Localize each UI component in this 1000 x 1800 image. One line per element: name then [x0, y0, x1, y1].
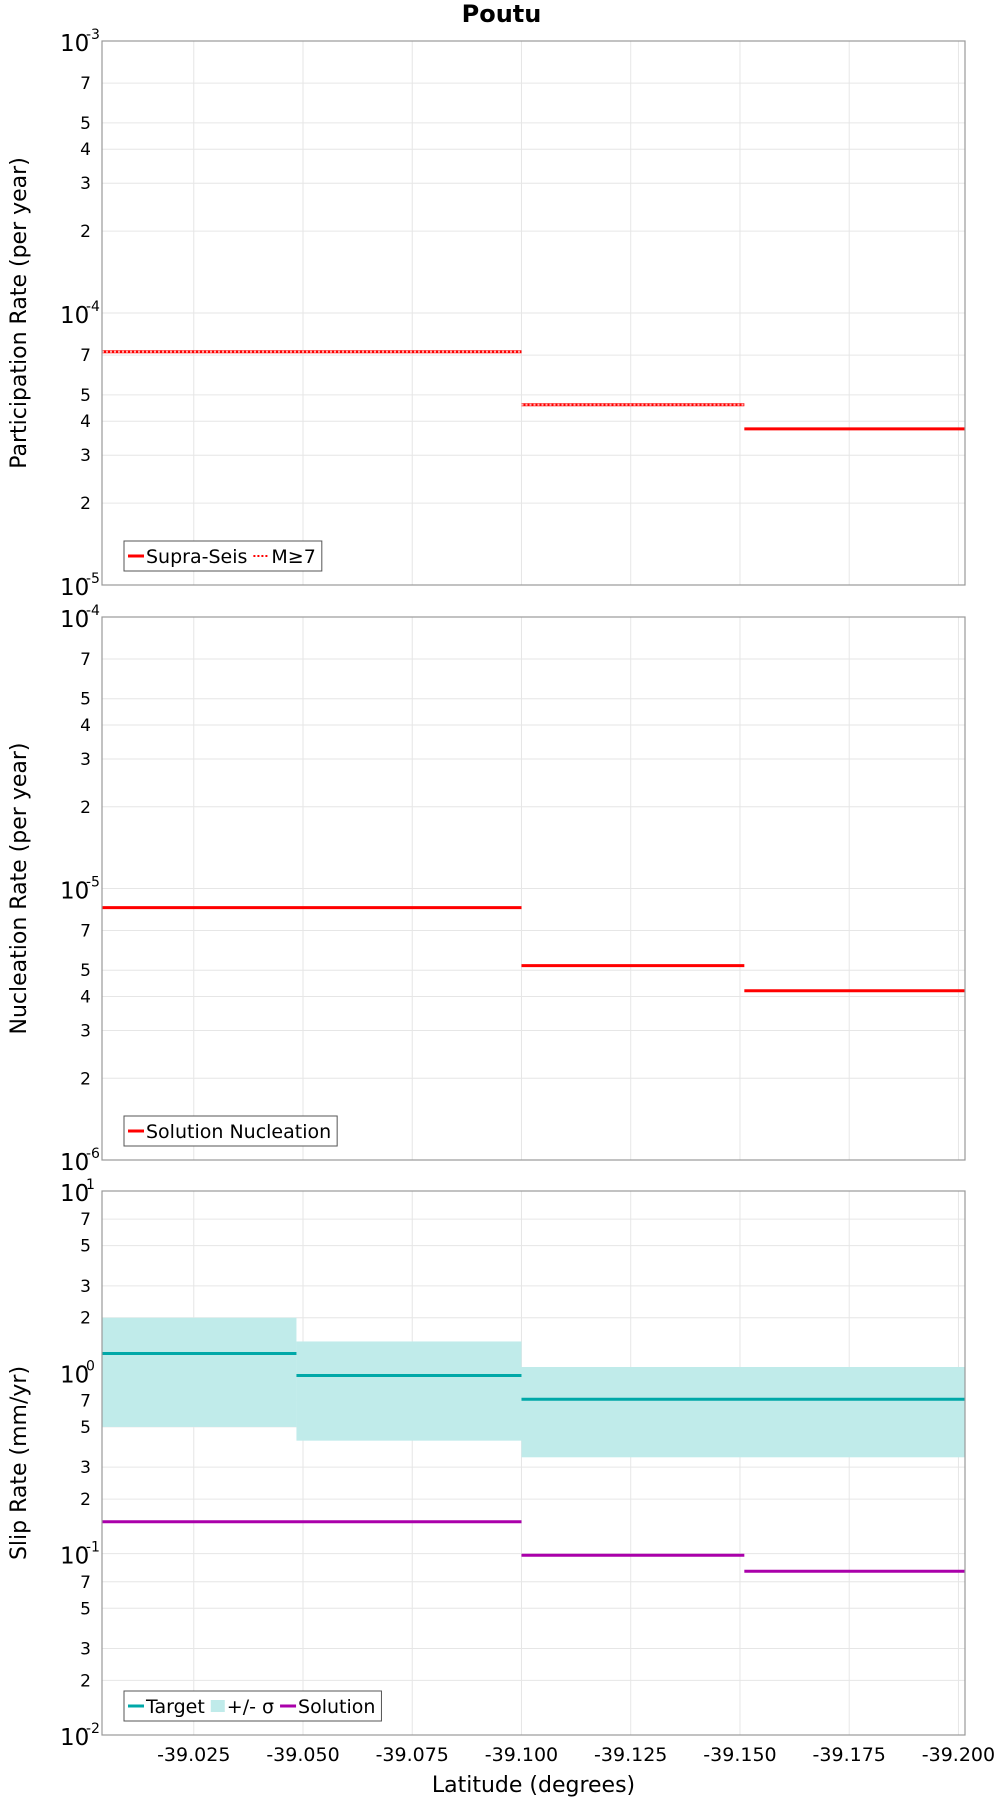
y-tick-label: 10: [60, 575, 89, 601]
legend-frame: [123, 1115, 338, 1147]
y-tick-label: 4: [80, 716, 91, 736]
y-tick-label: 5: [80, 1418, 91, 1438]
y-tick-label: 5: [80, 1237, 91, 1257]
legend-label: Supra-Seis: [146, 546, 247, 568]
band-segment: [296, 1341, 522, 1441]
y-tick-exponent: 1: [86, 1177, 95, 1193]
legend-frame: [123, 540, 323, 572]
plot-frame: [101, 40, 966, 586]
x-tick-label: -39.100: [485, 1744, 558, 1766]
y-tick-label: 3: [80, 174, 91, 194]
y-tick-exponent: -1: [86, 1540, 100, 1556]
x-tick-label: -39.125: [594, 1744, 667, 1766]
legend-label: Solution: [298, 1696, 375, 1718]
y-tick-exponent: -5: [86, 875, 100, 891]
y-axis-label: Nucleation Rate (per year): [7, 743, 32, 1035]
y-tick-label: 5: [80, 690, 91, 710]
y-tick-label: 3: [80, 446, 91, 466]
y-tick-label: 10: [60, 31, 89, 57]
legend-label: +/- σ: [227, 1696, 274, 1718]
y-tick-label: 2: [80, 1069, 91, 1089]
x-tick-label: -39.200: [922, 1744, 995, 1766]
y-tick-label: 3: [80, 750, 91, 770]
legend: Solution Nucleation: [123, 1115, 338, 1147]
y-tick-label: 3: [80, 1021, 91, 1041]
y-tick-label: 7: [80, 1391, 91, 1411]
x-tick-label: -39.050: [266, 1744, 339, 1766]
y-tick-label: 7: [80, 650, 91, 670]
y-tick-exponent: -6: [86, 1146, 100, 1162]
y-tick-label: 3: [80, 1458, 91, 1478]
y-tick-label: 7: [80, 1573, 91, 1593]
y-tick-label: 10: [60, 1725, 89, 1751]
y-tick-label: 4: [80, 988, 91, 1008]
y-tick-label: 10: [60, 1181, 89, 1207]
legend: Supra-Seis M≥7: [123, 540, 323, 572]
y-tick-exponent: 0: [86, 1358, 95, 1374]
legend-label: Solution Nucleation: [146, 1121, 331, 1143]
y-tick-label: 2: [80, 798, 91, 818]
y-tick-label: 4: [80, 140, 91, 160]
band-segment: [102, 1317, 297, 1427]
y-tick-label: 2: [80, 494, 91, 514]
x-tick-label: -39.025: [157, 1744, 230, 1766]
y-tick-exponent: -2: [86, 1721, 100, 1737]
y-tick-exponent: -4: [86, 603, 100, 619]
y-tick-exponent: -4: [86, 299, 100, 315]
chart-title: Poutu: [462, 0, 542, 28]
y-tick-label: 5: [80, 961, 91, 981]
y-tick-label: 2: [80, 1309, 91, 1329]
y-tick-label: 10: [60, 303, 89, 329]
y-tick-label: 7: [80, 346, 91, 366]
y-tick-label: 4: [80, 412, 91, 432]
x-tick-label: -39.150: [703, 1744, 776, 1766]
legend-swatch: [210, 1700, 225, 1712]
y-tick-label: 10: [60, 607, 89, 633]
y-axis-label: Participation Rate (per year): [7, 157, 32, 469]
y-tick-label: 10: [60, 879, 89, 905]
x-tick-label: -39.075: [376, 1744, 449, 1766]
y-tick-exponent: -3: [86, 27, 100, 43]
legend-label: M≥7: [271, 546, 315, 568]
y-tick-label: 2: [80, 1671, 91, 1691]
y-tick-label: 10: [60, 1150, 89, 1176]
y-tick-label: 3: [80, 1639, 91, 1659]
y-tick-label: 5: [80, 386, 91, 406]
plot-frame: [101, 1190, 966, 1736]
x-axis-label: Latitude (degrees): [432, 1773, 635, 1798]
y-tick-label: 10: [60, 1544, 89, 1570]
y-tick-label: 2: [80, 222, 91, 242]
legend-frame: [123, 1690, 382, 1722]
y-tick-label: 10: [60, 1362, 89, 1388]
x-tick-label: -39.175: [813, 1744, 886, 1766]
y-tick-label: 5: [80, 114, 91, 134]
y-tick-label: 2: [80, 1490, 91, 1510]
y-axis-label: Slip Rate (mm/yr): [7, 1366, 32, 1560]
y-tick-label: 7: [80, 922, 91, 942]
y-tick-exponent: -5: [86, 571, 100, 587]
plot-frame: [101, 616, 966, 1161]
y-tick-label: 7: [80, 74, 91, 94]
legend: Target +/- σ Solution: [123, 1690, 382, 1722]
band-segment: [521, 1367, 965, 1458]
y-tick-label: 3: [80, 1277, 91, 1297]
y-tick-label: 5: [80, 1599, 91, 1619]
y-tick-label: 7: [80, 1210, 91, 1230]
legend-label: Target: [145, 1696, 205, 1718]
